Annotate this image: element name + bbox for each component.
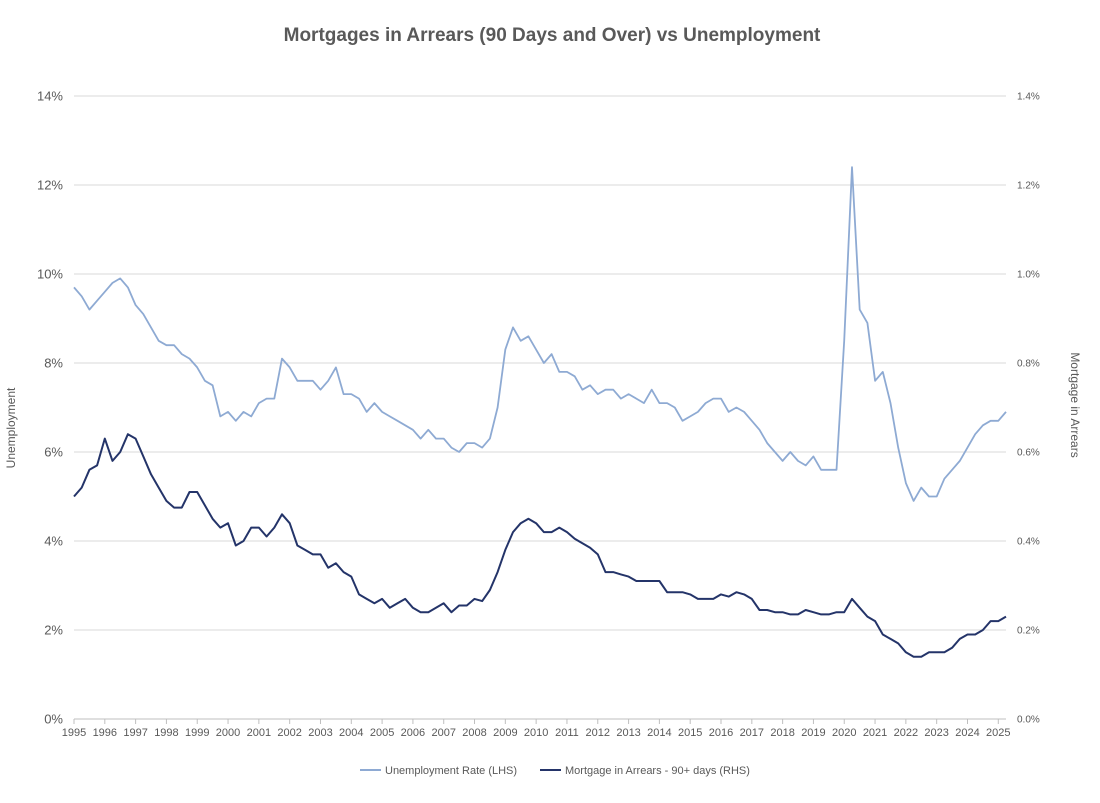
right-tick-label: 1.0% bbox=[1017, 270, 1040, 281]
legend-label: Unemployment Rate (LHS) bbox=[385, 765, 517, 777]
right-tick-label: 0.6% bbox=[1017, 448, 1040, 459]
x-tick-label: 2019 bbox=[801, 727, 825, 739]
x-tick-label: 2017 bbox=[740, 727, 764, 739]
x-tick-label: 2020 bbox=[832, 727, 856, 739]
x-tick-label: 2003 bbox=[308, 727, 332, 739]
x-axis-ticks: 1995 1996 1997 1998 1999 2000 2001 2002 2003 2004… bbox=[62, 719, 1011, 739]
left-tick-label: 14% bbox=[37, 89, 63, 104]
x-tick-label: 2013 bbox=[616, 727, 640, 739]
x-tick-label: 2022 bbox=[894, 727, 918, 739]
right-tick-label: 0.2% bbox=[1017, 626, 1040, 637]
left-tick-label: 2% bbox=[44, 623, 63, 638]
right-axis-ticks: 0.0% 0.2% 0.4% 0.6% 0.8% 1.0% 1.2% 1.4% bbox=[1017, 92, 1040, 726]
x-tick-label: 2024 bbox=[955, 727, 979, 739]
unemployment-rate-line bbox=[73, 166, 1007, 502]
left-tick-label: 10% bbox=[37, 267, 63, 282]
gridlines bbox=[74, 95, 1006, 631]
x-tick-label: 2007 bbox=[431, 727, 455, 739]
x-tick-label: 1996 bbox=[93, 727, 117, 739]
x-tick-label: 1998 bbox=[154, 727, 178, 739]
mortgage-arrears-line bbox=[73, 433, 1007, 658]
x-tick-label: 2009 bbox=[493, 727, 517, 739]
x-tick-label: 2004 bbox=[339, 727, 363, 739]
left-tick-label: 12% bbox=[37, 178, 63, 193]
x-tick-label: 2018 bbox=[770, 727, 794, 739]
x-tick-label: 1997 bbox=[123, 727, 147, 739]
x-tick-label: 2002 bbox=[277, 727, 301, 739]
left-tick-label: 0% bbox=[44, 712, 63, 727]
x-tick-label: 2010 bbox=[524, 727, 548, 739]
x-tick-label: 2000 bbox=[216, 727, 240, 739]
right-tick-label: 0.8% bbox=[1017, 359, 1040, 370]
x-tick-label: 2011 bbox=[555, 727, 579, 739]
x-tick-label: 2001 bbox=[247, 727, 271, 739]
x-tick-label: 2005 bbox=[370, 727, 394, 739]
right-tick-label: 0.0% bbox=[1017, 715, 1040, 726]
x-tick-label: 2023 bbox=[924, 727, 948, 739]
series-layer bbox=[73, 166, 1007, 658]
legend-label: Mortgage in Arrears - 90+ days (RHS) bbox=[565, 765, 750, 777]
x-tick-label: 2015 bbox=[678, 727, 702, 739]
legend: Unemployment Rate (LHS) Mortgage in Arrea… bbox=[360, 765, 750, 777]
left-tick-label: 4% bbox=[44, 534, 63, 549]
x-tick-label: 1999 bbox=[185, 727, 209, 739]
x-tick-label: 1995 bbox=[62, 727, 86, 739]
x-tick-label: 2006 bbox=[401, 727, 425, 739]
x-tick-label: 2016 bbox=[709, 727, 733, 739]
right-axis-label: Mortgage in Arrears bbox=[1068, 352, 1082, 457]
left-tick-label: 6% bbox=[44, 445, 63, 460]
right-tick-label: 1.4% bbox=[1017, 92, 1040, 103]
chart-title: Mortgages in Arrears (90 Days and Over) … bbox=[284, 25, 821, 46]
left-axis-label: Unemployment bbox=[4, 387, 18, 468]
left-tick-label: 8% bbox=[44, 356, 63, 371]
x-tick-label: 2021 bbox=[863, 727, 887, 739]
x-tick-label: 2014 bbox=[647, 727, 671, 739]
left-axis-ticks: 0% 2% 4% 6% 8% 10% 12% 14% bbox=[37, 89, 63, 727]
right-tick-label: 0.4% bbox=[1017, 537, 1040, 548]
x-tick-label: 2025 bbox=[986, 727, 1010, 739]
x-tick-label: 2008 bbox=[462, 727, 486, 739]
x-tick-label: 2012 bbox=[586, 727, 610, 739]
right-tick-label: 1.2% bbox=[1017, 181, 1040, 192]
